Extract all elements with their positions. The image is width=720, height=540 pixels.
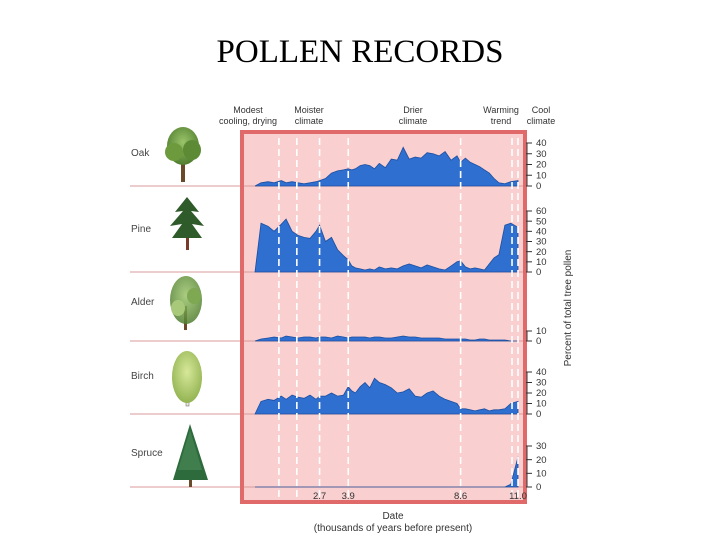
y-tick-label: 10 xyxy=(536,257,547,268)
series-area-pine xyxy=(254,218,519,273)
y-tick-label: 60 xyxy=(536,206,547,217)
period-guide-lines xyxy=(278,138,519,497)
y-tick-label: 10 xyxy=(536,399,547,410)
y-tick-label: 40 xyxy=(536,138,547,149)
series-area-spruce xyxy=(255,456,519,488)
tree-name-oak: Oak xyxy=(131,148,150,159)
y-tick-label: 0 xyxy=(536,409,541,420)
slide-title: POLLEN RECORDS xyxy=(216,34,504,70)
x-tick-label: 11.0 xyxy=(509,491,527,502)
x-tick-label: 8.6 xyxy=(454,491,467,502)
y-tick-label: 30 xyxy=(536,378,547,389)
alder-tree-icon xyxy=(170,276,202,330)
y-tick-label: 0 xyxy=(536,267,541,278)
y-tick-label: 10 xyxy=(536,326,547,337)
chart-panel-frame xyxy=(240,130,527,504)
x-axis-label: Date xyxy=(382,511,404,522)
climate-period-label: Drier climate xyxy=(399,105,428,126)
y-tick-label: 50 xyxy=(536,216,547,227)
y-tick-label: 20 xyxy=(536,160,547,171)
series-area-oak xyxy=(254,146,519,187)
tree-name-spruce: Spruce xyxy=(131,448,163,459)
y-tick-label: 30 xyxy=(536,149,547,160)
x-axis-sublabel: (thousands of years before present) xyxy=(314,523,472,534)
birch-tree-icon xyxy=(172,351,202,407)
y-tick-label: 10 xyxy=(536,469,547,480)
chart-panel-background xyxy=(242,132,525,502)
y-tick-label: 40 xyxy=(536,227,547,238)
y-tick-label: 30 xyxy=(536,237,547,248)
climate-period-label: Cool climate xyxy=(527,105,556,126)
pollen-areas xyxy=(254,146,519,488)
y-tick-label: 40 xyxy=(536,367,547,378)
y-tick-label: 0 xyxy=(536,482,541,493)
y-tick-label: 20 xyxy=(536,247,547,258)
y-tick-label: 10 xyxy=(536,170,547,181)
climate-period-label: Modest cooling, drying xyxy=(219,105,277,126)
y-tick-label: 20 xyxy=(536,455,547,466)
oak-tree-icon xyxy=(165,127,201,182)
tree-name-alder: Alder xyxy=(131,297,155,308)
date-tick-labels: 2.7 3.9 8.6 11.0 xyxy=(313,491,527,502)
x-tick-label: 3.9 xyxy=(342,491,355,502)
tree-name-labels: Oak Pine Alder Birch Spruce xyxy=(131,148,163,459)
climate-period-label: Warming trend xyxy=(483,105,519,126)
percent-axes: 0102030400102030405060010010203040010203… xyxy=(526,138,547,493)
climate-period-labels: Modest cooling, drying Moister climate Drier… xyxy=(219,105,555,126)
y-tick-label: 0 xyxy=(536,336,541,347)
climate-period-label: Moister climate xyxy=(294,105,324,126)
tree-name-birch: Birch xyxy=(131,371,154,382)
y-tick-label: 0 xyxy=(536,181,541,192)
tree-name-pine: Pine xyxy=(131,224,151,235)
series-area-alder xyxy=(254,335,518,342)
y-tick-label: 20 xyxy=(536,388,547,399)
pine-tree-icon xyxy=(170,197,204,250)
series-area-birch xyxy=(254,377,519,415)
spruce-tree-icon xyxy=(173,424,208,487)
y-tick-label: 30 xyxy=(536,441,547,452)
x-tick-label: 2.7 xyxy=(313,491,326,502)
y-axis-label: Percent of total tree pollen xyxy=(563,250,574,367)
